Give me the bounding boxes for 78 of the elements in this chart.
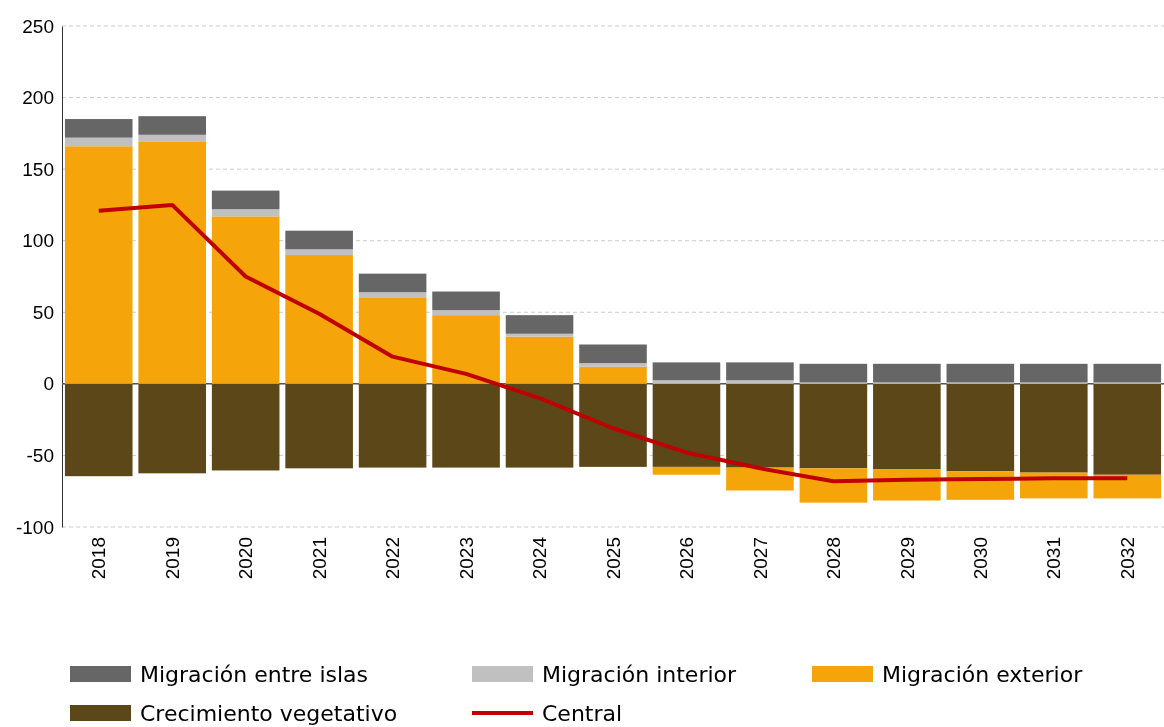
- x-tick-label: 2026: [676, 537, 698, 580]
- bar: [505, 315, 574, 334]
- y-tick-label: 0: [43, 373, 54, 395]
- bar: [652, 383, 721, 467]
- bar: [432, 383, 500, 468]
- x-tick-label: 2027: [749, 537, 771, 580]
- x-tick-label: 2025: [602, 537, 624, 580]
- x-tick-label: 2030: [969, 537, 991, 580]
- bar: [138, 134, 206, 142]
- bar: [432, 315, 500, 384]
- bar: [946, 383, 1015, 472]
- bar: [358, 297, 427, 384]
- y-tick-label: 100: [22, 230, 54, 252]
- bar: [579, 366, 647, 384]
- bar: [505, 383, 574, 468]
- bar: [1020, 363, 1088, 383]
- x-tick-label: 2028: [823, 537, 845, 580]
- bar: [873, 383, 941, 470]
- bar: [432, 310, 500, 316]
- legend-label: Migración entre islas: [140, 661, 369, 687]
- legend-label: Central: [542, 700, 623, 726]
- x-tick-label: 2020: [235, 537, 257, 580]
- legend-label: Migración exterior: [882, 661, 1084, 687]
- bar: [1020, 383, 1088, 473]
- bar: [652, 380, 721, 384]
- x-tick-label: 2018: [88, 537, 110, 580]
- x-tick-label: 2032: [1116, 537, 1138, 580]
- bar: [1093, 363, 1162, 383]
- y-tick-label: 200: [22, 87, 54, 109]
- bar: [505, 333, 574, 337]
- bar: [579, 383, 647, 467]
- bar: [726, 383, 794, 468]
- bar: [946, 363, 1015, 383]
- x-tick-label: 2021: [308, 537, 330, 580]
- bar: [358, 383, 427, 468]
- legend-label: Migración interior: [542, 661, 738, 687]
- bar: [138, 383, 206, 474]
- bar: [211, 209, 280, 217]
- legend-label: Crecimiento vegetativo: [140, 700, 398, 726]
- bar: [138, 141, 206, 384]
- bar: [211, 216, 280, 384]
- bar: [652, 466, 721, 475]
- y-tick-label: -100: [15, 516, 54, 538]
- x-tick-label: 2024: [529, 536, 551, 580]
- bar: [579, 344, 647, 364]
- bar: [64, 119, 133, 138]
- y-tick-label: 250: [22, 15, 54, 37]
- bar: [285, 230, 353, 250]
- bar: [211, 190, 280, 210]
- bar: [1093, 383, 1162, 475]
- bar: [64, 383, 133, 477]
- bar: [211, 383, 280, 471]
- bar: [726, 362, 794, 381]
- bar: [285, 249, 353, 256]
- bar: [358, 292, 427, 298]
- bar: [652, 362, 721, 381]
- bar: [799, 383, 868, 469]
- x-tick-label: 2023: [455, 537, 477, 580]
- bar: [432, 291, 500, 311]
- bar: [726, 380, 794, 384]
- y-tick-label: 150: [22, 158, 54, 180]
- bar: [358, 273, 427, 293]
- x-tick-label: 2022: [382, 537, 404, 580]
- bar: [138, 116, 206, 135]
- x-tick-label: 2019: [161, 537, 183, 580]
- x-tick-label: 2031: [1043, 537, 1065, 580]
- bar: [64, 146, 133, 384]
- bar: [285, 383, 353, 469]
- bar: [873, 363, 941, 383]
- bar: [285, 255, 353, 384]
- bar: [505, 336, 574, 384]
- line-series: [96, 202, 1130, 484]
- bar: [64, 137, 133, 147]
- y-tick-label: -50: [26, 445, 54, 467]
- y-tick-label: 50: [32, 301, 54, 323]
- bar: [799, 363, 868, 383]
- bar: [579, 363, 647, 367]
- x-tick-label: 2029: [896, 537, 918, 580]
